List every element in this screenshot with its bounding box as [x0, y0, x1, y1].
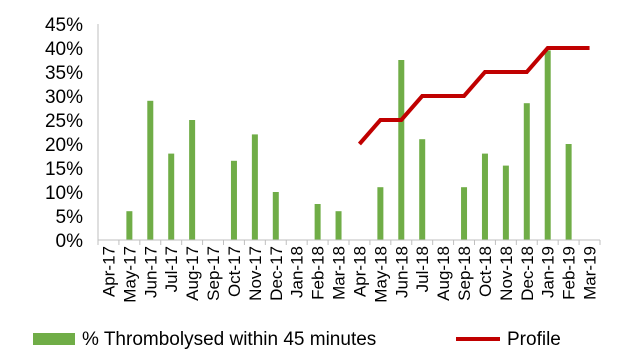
bar-May-17: [126, 211, 132, 240]
bar-Dec-18: [524, 103, 530, 240]
x-tick-label: Jan-18: [288, 246, 307, 298]
x-tick-label: Oct-17: [225, 246, 244, 297]
bar-Jul-18: [419, 139, 425, 240]
bar-Jun-18: [398, 60, 404, 240]
line-series: [359, 48, 589, 144]
y-tick-label: 5%: [56, 207, 84, 228]
bar-Nov-17: [252, 134, 258, 240]
legend-swatch-bars: [33, 333, 75, 345]
x-tick-label: Nov-17: [246, 246, 265, 301]
y-tick-label: 45%: [45, 15, 83, 36]
y-tick-label: 20%: [45, 135, 83, 156]
legend-label-bars: % Thrombolysed within 45 minutes: [82, 329, 376, 350]
bar-Jun-17: [147, 101, 153, 240]
bar-Sep-18: [461, 187, 467, 240]
x-tick-label: Mar-19: [581, 246, 600, 300]
bar-Dec-17: [273, 192, 279, 240]
y-tick-label: 30%: [45, 87, 83, 108]
x-tick-label: Sep-18: [455, 246, 474, 301]
x-tick-label: Jan-19: [539, 246, 558, 298]
x-tick-label: Mar-18: [330, 246, 349, 300]
bar-Jul-17: [168, 154, 174, 240]
bar-Mar-18: [336, 211, 342, 240]
x-tick-label: May-17: [120, 246, 139, 303]
x-tick-label: May-18: [371, 246, 390, 303]
bar-Jan-19: [545, 50, 551, 240]
x-tick-label: Apr-18: [350, 246, 369, 297]
legend: % Thrombolysed within 45 minutes Profile: [33, 329, 561, 350]
x-tick-label: Apr-17: [99, 246, 118, 297]
bar-Feb-18: [315, 204, 321, 240]
x-tick-label: Oct-18: [476, 246, 495, 297]
x-tick-label: Sep-17: [204, 246, 223, 301]
bar-Aug-17: [189, 120, 195, 240]
bar-Oct-17: [231, 161, 237, 240]
x-tick-label: Dec-17: [267, 246, 286, 301]
bar-series: [126, 50, 571, 240]
y-tick-label: 15%: [45, 159, 83, 180]
profile-line: [359, 48, 589, 144]
bar-Feb-19: [566, 144, 572, 240]
y-tick-label: 10%: [45, 183, 83, 204]
y-tick-label: 25%: [45, 111, 83, 132]
x-tick-label: Jul-17: [162, 246, 181, 292]
x-tick-label: Aug-18: [434, 246, 453, 301]
bar-Oct-18: [482, 154, 488, 240]
x-tick-label: Jul-18: [413, 246, 432, 292]
legend-label-profile: Profile: [507, 329, 561, 350]
x-tick-label: Feb-19: [560, 246, 579, 300]
y-tick-label: 35%: [45, 63, 83, 84]
x-tick-label: Dec-18: [518, 246, 537, 301]
x-tick-label: Nov-18: [497, 246, 516, 301]
x-tick-label: Jun-17: [141, 246, 160, 298]
y-axis-tick-labels: 0% 5% 10% 15% 20% 25% 30% 35% 40% 45%: [45, 15, 83, 252]
x-tick-label: Jun-18: [392, 246, 411, 298]
y-tick-label: 40%: [45, 39, 83, 60]
x-tick-label: Feb-18: [309, 246, 328, 300]
bar-Nov-18: [503, 166, 509, 240]
y-tick-label: 0%: [56, 231, 84, 252]
x-tick-label: Aug-17: [183, 246, 202, 301]
bar-May-18: [377, 187, 383, 240]
